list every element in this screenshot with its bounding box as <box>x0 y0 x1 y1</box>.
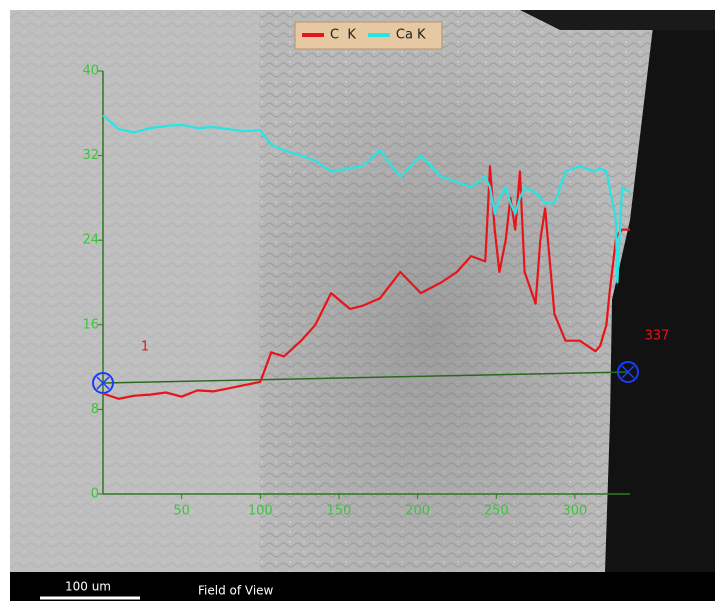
x-tick-label: 150 <box>327 504 352 519</box>
y-tick-label: 0 <box>91 487 99 502</box>
y-tick-label: 32 <box>82 148 99 163</box>
x-tick-label: 50 <box>173 504 190 519</box>
legend-label: C K <box>330 28 356 43</box>
legend-label: Ca K <box>396 28 426 43</box>
x-tick-label: 100 <box>248 504 273 519</box>
y-tick-label: 40 <box>82 64 99 79</box>
x-tick-label: 300 <box>563 504 588 519</box>
field-of-view-label: Field of View <box>198 584 274 598</box>
y-tick-label: 8 <box>91 402 99 417</box>
annotation: 1 <box>141 340 149 355</box>
eds-linescan: 100 um Field of View 0 8 16 24 32 40 50 100 150 2… <box>0 0 722 601</box>
x-tick-label: 200 <box>405 504 430 519</box>
x-tick-label: 250 <box>484 504 509 519</box>
annotation: 337 <box>645 329 670 344</box>
y-tick-label: 16 <box>82 317 99 332</box>
scale-bar-label: 100 um <box>65 580 111 594</box>
y-tick-label: 24 <box>82 233 99 248</box>
